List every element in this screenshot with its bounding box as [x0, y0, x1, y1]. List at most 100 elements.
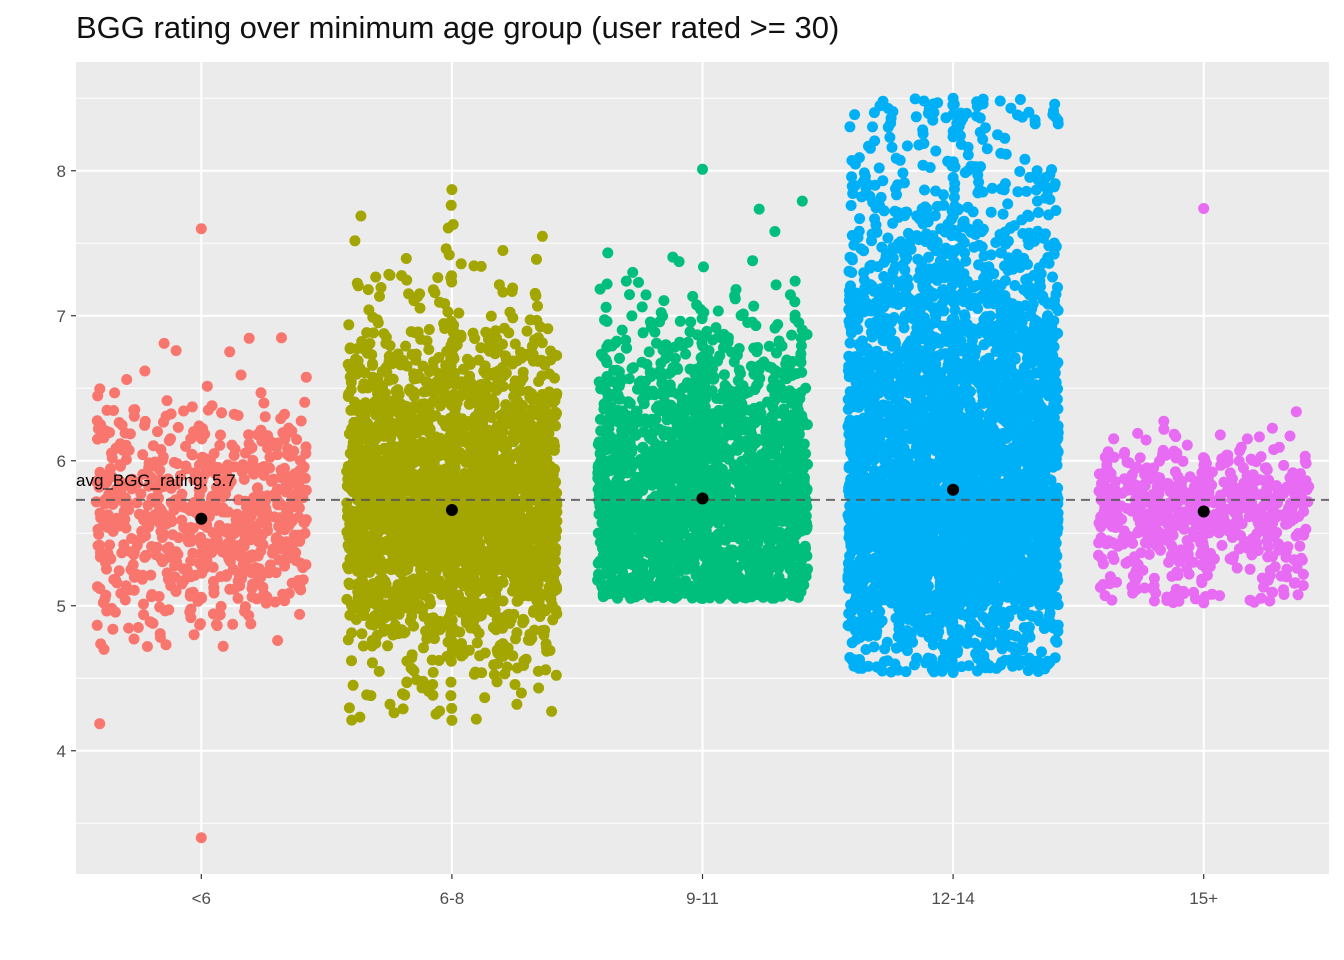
data-point — [491, 554, 502, 565]
data-point — [119, 427, 131, 439]
data-point — [521, 449, 532, 461]
data-point — [540, 425, 552, 437]
data-point — [493, 365, 505, 377]
data-point — [445, 690, 457, 702]
data-point — [282, 449, 294, 461]
data-point — [193, 489, 205, 501]
data-point — [404, 615, 416, 627]
data-point — [300, 448, 312, 459]
data-point — [624, 289, 635, 301]
data-point — [518, 615, 530, 627]
data-point — [517, 366, 529, 378]
data-point — [455, 424, 467, 436]
data-point — [471, 637, 483, 649]
data-point — [99, 593, 111, 605]
data-point — [155, 504, 167, 516]
data-point — [355, 454, 367, 465]
data-point — [226, 461, 238, 473]
data-point — [497, 622, 508, 634]
data-point — [518, 660, 530, 671]
data-point — [497, 535, 509, 547]
data-point — [224, 535, 236, 547]
data-point — [417, 504, 429, 516]
data-point — [255, 387, 267, 399]
data-point — [139, 365, 151, 377]
data-point — [111, 577, 123, 589]
data-point — [224, 346, 236, 358]
data-point — [532, 542, 544, 554]
data-point — [453, 307, 465, 319]
data-point — [405, 432, 417, 444]
data-point — [429, 287, 441, 299]
data-point — [445, 199, 457, 211]
data-point — [425, 444, 437, 456]
data-point — [214, 609, 226, 621]
data-point — [297, 492, 309, 504]
data-point — [536, 230, 548, 242]
data-point — [684, 326, 696, 338]
data-point — [297, 562, 309, 574]
data-point — [446, 621, 458, 633]
data-point — [466, 397, 478, 409]
data-point — [488, 521, 500, 533]
points-group-1 — [341, 184, 563, 726]
data-point — [356, 530, 368, 542]
data-point — [404, 383, 416, 395]
data-point — [225, 476, 237, 487]
data-point — [696, 313, 708, 325]
data-point — [532, 525, 544, 537]
data-point — [481, 603, 493, 615]
data-point — [400, 340, 412, 352]
data-point — [215, 600, 227, 612]
data-point — [361, 327, 373, 339]
data-point — [207, 527, 219, 539]
data-point — [261, 506, 272, 518]
data-point — [414, 584, 426, 596]
data-point — [430, 410, 442, 422]
data-point — [265, 436, 277, 448]
data-point — [428, 553, 440, 565]
data-point — [374, 290, 385, 302]
data-point — [404, 460, 416, 472]
data-point — [186, 401, 198, 413]
data-point — [497, 650, 509, 662]
data-point — [531, 591, 543, 602]
data-point — [382, 640, 394, 652]
data-point — [526, 632, 538, 644]
data-point — [94, 507, 106, 519]
data-point — [549, 372, 560, 384]
data-point — [534, 403, 546, 415]
data-point — [521, 325, 533, 337]
data-point — [447, 377, 459, 389]
data-point — [445, 361, 457, 373]
data-point — [291, 434, 303, 445]
data-point — [507, 282, 519, 294]
data-point — [751, 346, 763, 358]
data-point — [358, 378, 370, 390]
data-point — [128, 584, 140, 596]
data-point — [399, 689, 411, 701]
data-point — [256, 435, 268, 447]
data-point — [267, 547, 278, 559]
data-point — [446, 184, 458, 196]
data-point — [492, 595, 503, 607]
data-point — [294, 608, 306, 620]
data-point — [546, 564, 557, 576]
data-point — [294, 465, 305, 477]
data-point — [382, 516, 393, 527]
data-point — [208, 448, 220, 460]
data-point — [455, 258, 467, 270]
data-point — [371, 629, 383, 641]
data-point — [92, 540, 104, 552]
data-point — [505, 614, 517, 626]
data-point — [550, 669, 562, 681]
data-point — [546, 515, 558, 527]
data-point — [294, 532, 306, 544]
data-point — [113, 565, 125, 577]
data-point — [158, 337, 170, 349]
data-point — [497, 245, 509, 256]
data-point — [254, 499, 266, 511]
data-point — [135, 488, 147, 500]
data-point — [427, 679, 439, 690]
data-point — [468, 529, 480, 541]
